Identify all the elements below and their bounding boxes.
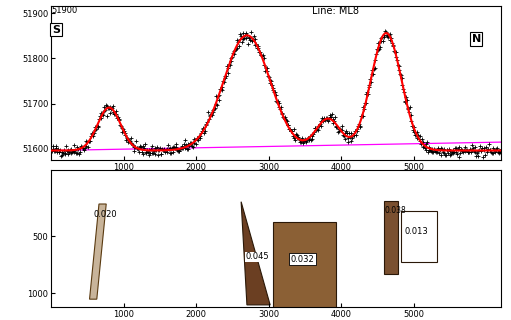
Polygon shape (89, 204, 106, 299)
Bar (384, 201, 398, 274)
Polygon shape (241, 202, 270, 305)
Text: 0.045: 0.045 (245, 252, 269, 261)
Text: S: S (52, 25, 60, 35)
Text: Line: ML8: Line: ML8 (312, 6, 359, 16)
Text: 0.013: 0.013 (404, 227, 428, 236)
Text: 0.032: 0.032 (290, 254, 314, 264)
Bar (273, 222, 336, 308)
Text: 0.020: 0.020 (94, 210, 118, 219)
Text: N: N (472, 34, 481, 44)
Text: 51900: 51900 (52, 6, 78, 15)
Bar (401, 211, 437, 262)
Text: 0.038: 0.038 (384, 206, 406, 215)
